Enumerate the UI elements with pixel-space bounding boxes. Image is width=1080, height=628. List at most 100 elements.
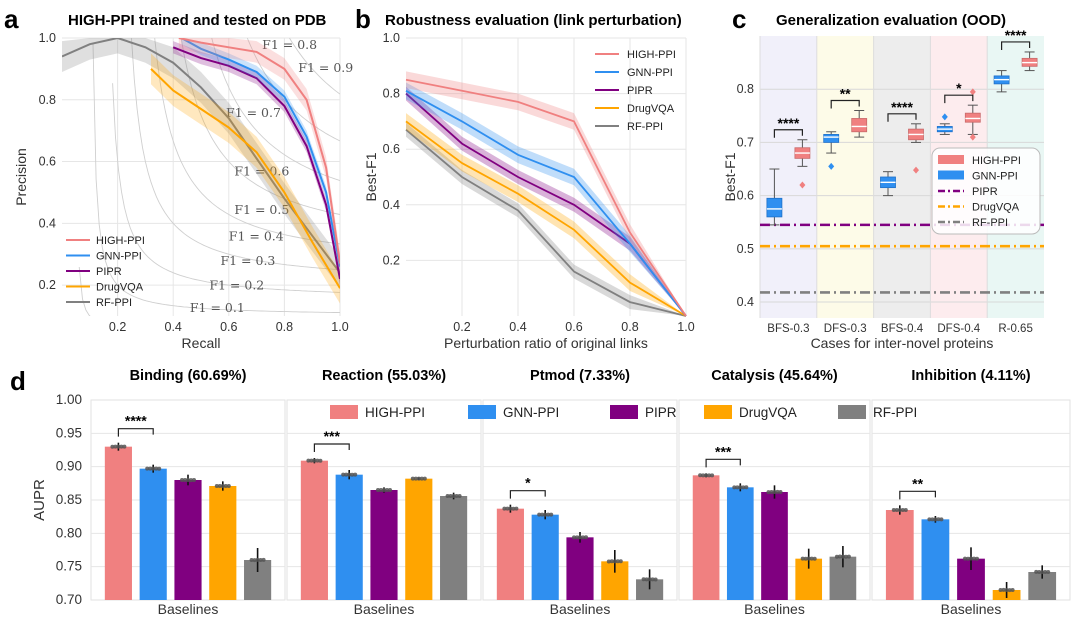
replicate-point xyxy=(843,554,848,559)
sig-stars: **** xyxy=(1005,27,1027,43)
legend-patch-high-ppi xyxy=(938,155,964,164)
legend-patch-pipr xyxy=(610,405,638,419)
replicate-point xyxy=(975,556,979,561)
series-line-pipr xyxy=(172,46,340,280)
series-line-high-ppi xyxy=(178,38,340,264)
replicate-point xyxy=(454,493,459,498)
replicate-point xyxy=(220,484,225,489)
series-line-rf-ppi xyxy=(62,38,340,274)
iso-f1-curve xyxy=(180,38,340,215)
sig-stars: **** xyxy=(891,99,913,115)
replicate-point xyxy=(900,508,905,513)
panel-c-xtick: BFS-0.4 xyxy=(881,323,924,335)
sig-stars: * xyxy=(956,80,962,96)
replicate-point xyxy=(846,554,851,559)
replicate-point xyxy=(809,556,814,561)
panel-c-ytick: 0.8 xyxy=(737,82,754,96)
legend-label: HIGH-PPI xyxy=(365,405,425,420)
panel-c-ytick: 0.6 xyxy=(737,189,754,203)
replicate-point xyxy=(347,472,352,477)
iso-f1-label: F1 = 0.8 xyxy=(262,37,317,52)
replicate-point xyxy=(306,458,311,463)
replicate-point xyxy=(445,494,450,499)
panel-a-label: a xyxy=(4,4,19,34)
replicate-point xyxy=(546,512,551,517)
bar-gnn-ppi xyxy=(921,519,950,600)
legend-label: RF-PPI xyxy=(96,297,132,309)
legend-label: DrugVQA xyxy=(96,282,144,294)
iso-f1-label: F1 = 0.7 xyxy=(226,105,281,120)
bar-gnn-ppi xyxy=(335,474,363,600)
replicate-point xyxy=(353,472,358,477)
panel-b-ytick: 0.2 xyxy=(383,253,400,267)
replicate-point xyxy=(312,458,317,463)
panel-c-ylabel: Best-F1 xyxy=(722,152,738,201)
panel-a-xtick: 1.0 xyxy=(331,320,348,334)
legend-label: HIGH-PPI xyxy=(96,235,145,247)
sig-bracket xyxy=(1001,41,1031,50)
panel-a-xtick: 0.8 xyxy=(276,320,293,334)
box-outlier xyxy=(799,181,806,189)
panel-d-ytick: 0.95 xyxy=(56,425,82,440)
replicate-point xyxy=(1004,587,1009,592)
replicate-point xyxy=(578,535,582,540)
replicate-point xyxy=(741,485,746,490)
legend-label: HIGH-PPI xyxy=(972,155,1021,167)
bar-high-ppi xyxy=(692,475,720,600)
replicate-point xyxy=(936,517,941,522)
series-band-drugvqa xyxy=(151,53,340,304)
iso-f1-label: F1 = 0.4 xyxy=(229,228,284,243)
panel-c-legend-box xyxy=(931,147,1041,235)
bar-drugvqa xyxy=(209,486,237,600)
bar-high-ppi xyxy=(300,460,328,600)
iso-f1-curve xyxy=(154,38,340,245)
replicate-point xyxy=(615,559,620,564)
subplot-xlabel: Baselines xyxy=(354,601,415,617)
iso-f1-label: F1 = 0.2 xyxy=(209,278,264,293)
panel-b-xtick: 0.6 xyxy=(565,320,582,334)
replicate-point xyxy=(1043,569,1048,574)
bar-gnn-ppi xyxy=(726,487,754,600)
sig-bracket xyxy=(509,490,546,499)
legend-patch-high-ppi xyxy=(330,405,358,419)
panel-a-ytick: 0.4 xyxy=(39,216,56,230)
legend-label: GNN-PPI xyxy=(627,67,673,79)
replicate-point xyxy=(840,554,845,559)
replicate-point xyxy=(318,458,323,463)
replicate-point xyxy=(419,476,424,481)
replicate-point xyxy=(894,508,899,513)
series-line-gnn-ppi xyxy=(181,38,340,267)
replicate-point xyxy=(609,559,614,564)
panel-a-xtick: 0.2 xyxy=(109,320,126,334)
subplot-title: Binding (60.69%) xyxy=(130,368,247,384)
replicate-point xyxy=(800,556,805,561)
bar-drugvqa xyxy=(405,478,433,600)
replicate-point xyxy=(572,535,576,540)
panel-b-ytick: 0.6 xyxy=(383,142,400,156)
replicate-point xyxy=(933,517,938,522)
replicate-point xyxy=(584,535,588,540)
replicate-point xyxy=(217,483,222,488)
legend-label: GNN-PPI xyxy=(96,251,142,263)
replicate-point xyxy=(707,473,712,478)
iso-f1-label: F1 = 0.1 xyxy=(190,300,245,315)
bar-gnn-ppi xyxy=(531,514,559,600)
iso-f1-curve xyxy=(211,38,340,182)
replicate-point xyxy=(258,558,263,563)
panel-c: c Generalization evaluation (OOD) 0.4 0.5… xyxy=(722,4,1044,351)
replicate-point xyxy=(966,556,970,561)
replicate-point xyxy=(644,577,649,582)
panel-a-xlabel: Recall xyxy=(182,335,221,351)
panel-a-xtick: 0.6 xyxy=(220,320,237,334)
panel-d-ytick: 0.80 xyxy=(56,525,82,540)
panel-a-ytick: 1.0 xyxy=(39,31,56,45)
replicate-point xyxy=(732,485,737,490)
replicate-point xyxy=(647,577,652,582)
sig-stars: *** xyxy=(324,428,341,444)
panel-b-xtick: 0.4 xyxy=(509,320,526,334)
replicate-point xyxy=(735,485,740,490)
replicate-point xyxy=(183,477,187,482)
panel-c-title: Generalization evaluation (OOD) xyxy=(776,12,1006,29)
panel-b-ytick: 0.4 xyxy=(383,198,400,212)
replicate-point xyxy=(514,506,519,511)
